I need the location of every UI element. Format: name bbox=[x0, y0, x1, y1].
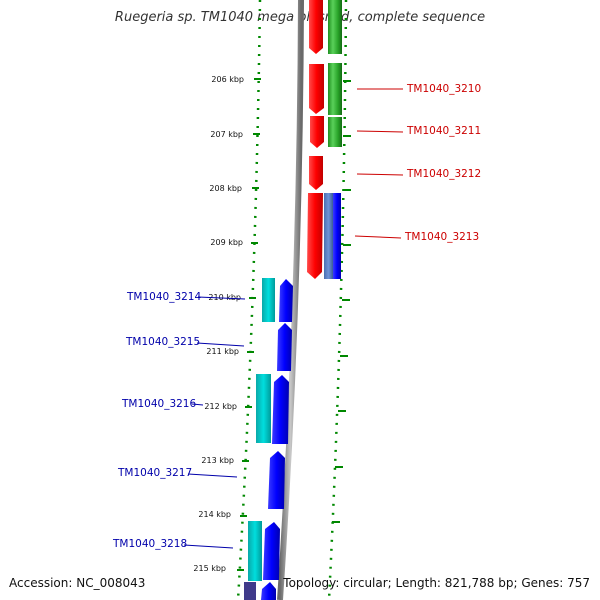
tick-label: 210 kbp bbox=[208, 293, 241, 302]
gene-label-tm1040-3213[interactable]: TM1040_3213 bbox=[404, 231, 479, 243]
gene-feature-forward[interactable] bbox=[307, 193, 323, 279]
cyan-features bbox=[244, 278, 275, 600]
inner-track-guide bbox=[236, 0, 262, 600]
tick-label: 214 kbp bbox=[198, 510, 231, 519]
gene-feature-reverse[interactable] bbox=[272, 375, 289, 444]
gene-label-tm1040-3210[interactable]: TM1040_3210 bbox=[406, 83, 481, 95]
gene-label-tm1040-3215[interactable]: TM1040_3215 bbox=[125, 336, 200, 348]
green-feature[interactable] bbox=[328, 0, 342, 54]
gene-feature-reverse[interactable] bbox=[268, 451, 285, 509]
reverse-genes bbox=[261, 279, 293, 600]
tick-label: 207 kbp bbox=[210, 130, 243, 139]
gene-feature-forward[interactable] bbox=[309, 0, 323, 54]
tick-label: 213 kbp bbox=[201, 456, 234, 465]
tick-label: 208 kbp bbox=[209, 184, 242, 193]
dark-feature[interactable] bbox=[244, 582, 256, 600]
scale-ticks bbox=[237, 78, 351, 571]
green-feature[interactable] bbox=[328, 63, 342, 115]
gene-label-tm1040-3218[interactable]: TM1040_3218 bbox=[112, 538, 187, 550]
accession-text: Accession: NC_008043 bbox=[9, 576, 146, 590]
gene-feature-forward[interactable] bbox=[309, 156, 323, 190]
gene-label-tm1040-3211[interactable]: TM1040_3211 bbox=[406, 125, 481, 137]
scale-labels: 206 kbp 207 kbp 208 kbp 209 kbp 210 kbp … bbox=[193, 75, 244, 573]
reverse-gene-labels: TM1040_3214 TM1040_3215 TM1040_3216 TM10… bbox=[112, 291, 246, 550]
green-feature[interactable] bbox=[328, 117, 342, 147]
gene-feature-reverse[interactable] bbox=[263, 522, 280, 580]
gene-label-tm1040-3214[interactable]: TM1040_3214 bbox=[126, 291, 201, 303]
forward-gene-labels: TM1040_3210 TM1040_3211 TM1040_3212 TM10… bbox=[354, 83, 481, 243]
gene-label-tm1040-3217[interactable]: TM1040_3217 bbox=[117, 467, 192, 479]
tick-label: 209 kbp bbox=[210, 238, 243, 247]
forward-genes bbox=[307, 0, 324, 279]
gene-feature-reverse[interactable] bbox=[279, 279, 293, 322]
tick-label: 212 kbp bbox=[204, 402, 237, 411]
blue-feature[interactable] bbox=[333, 193, 341, 279]
cyan-feature[interactable] bbox=[256, 374, 271, 443]
plasmid-backbone bbox=[277, 0, 304, 600]
green-features bbox=[328, 0, 342, 147]
topology-stats: Topology: circular; Length: 821,788 bp; … bbox=[283, 576, 590, 590]
gene-label-tm1040-3216[interactable]: TM1040_3216 bbox=[121, 398, 196, 410]
gene-feature-reverse[interactable] bbox=[277, 323, 292, 371]
cyan-feature[interactable] bbox=[248, 521, 262, 581]
cyan-feature[interactable] bbox=[262, 278, 275, 322]
tick-label: 215 kbp bbox=[193, 564, 226, 573]
gene-label-tm1040-3212[interactable]: TM1040_3212 bbox=[406, 168, 481, 180]
tick-label: 206 kbp bbox=[211, 75, 244, 84]
steel-blue-feature[interactable] bbox=[324, 193, 333, 279]
gene-feature-forward[interactable] bbox=[310, 116, 324, 148]
gene-feature-reverse[interactable] bbox=[261, 582, 276, 600]
tick-label: 211 kbp bbox=[206, 347, 239, 356]
gene-feature-forward[interactable] bbox=[309, 64, 324, 114]
